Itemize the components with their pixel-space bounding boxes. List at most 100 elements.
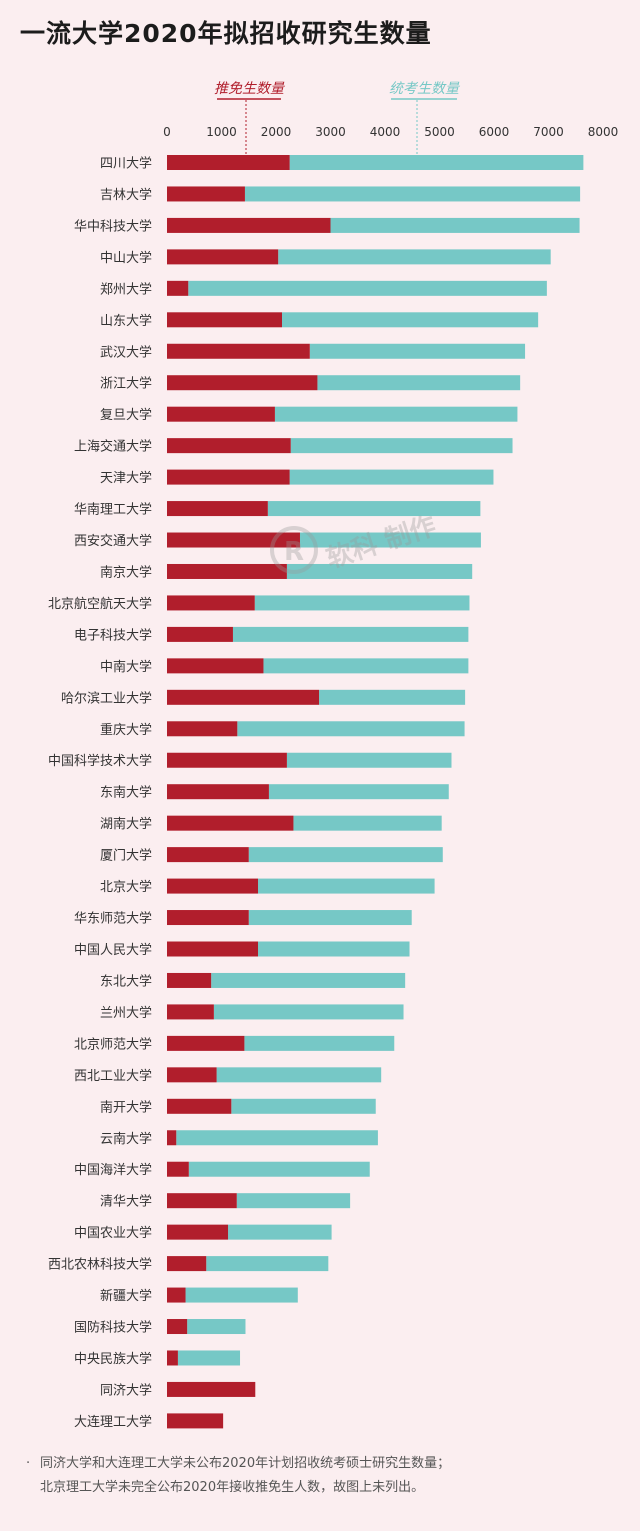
x-tick-label: 2000 (261, 125, 292, 139)
bar-tuimian (167, 155, 290, 170)
category-label: 中山大学 (100, 250, 152, 266)
bar-tongkao (188, 1161, 370, 1177)
x-tick-label: 8000 (588, 125, 619, 139)
category-label: 中国科学技术大学 (48, 753, 152, 769)
category-label: 西北农林科技大学 (48, 1257, 152, 1273)
bar-tongkao (231, 1098, 376, 1114)
bar-tongkao (244, 1035, 395, 1051)
bar-tongkao (248, 847, 443, 863)
bar-tuimian (167, 1004, 214, 1020)
bar-tongkao (244, 186, 581, 202)
category-label: 东南大学 (100, 785, 152, 801)
bar-tongkao (206, 1256, 329, 1272)
x-tick-label: 7000 (533, 125, 564, 139)
bar-tuimian (167, 186, 245, 202)
bar-tongkao (213, 1004, 404, 1020)
category-label: 华中科技大学 (74, 218, 152, 234)
bar-tongkao (293, 815, 442, 831)
footnote-line-1: 同济大学和大连理工大学未公布2020年计划招收统考硕士研究生数量； (40, 1456, 451, 1471)
bar-tuimian (167, 941, 259, 957)
category-label: 华南理工大学 (74, 502, 152, 518)
bar-tongkao (286, 563, 473, 579)
bar-tuimian (167, 721, 238, 737)
bar-tongkao (228, 1224, 332, 1240)
bar-tuimian (167, 406, 275, 422)
category-label: 云南大学 (100, 1131, 152, 1147)
category-label: 国防科技大学 (74, 1320, 152, 1336)
bars (167, 155, 584, 1429)
category-label: 电子科技大学 (74, 627, 152, 643)
category-label: 吉林大学 (100, 187, 152, 203)
bar-tongkao (254, 595, 470, 611)
category-label: 南京大学 (100, 564, 152, 580)
category-labels: 四川大学吉林大学华中科技大学中山大学郑州大学山东大学武汉大学浙江大学复旦大学上海… (48, 156, 152, 1430)
bar-tuimian (167, 312, 282, 328)
x-tick-label: 4000 (370, 125, 401, 139)
category-label: 新疆大学 (100, 1288, 152, 1304)
category-label: 中南大学 (100, 659, 152, 675)
bar-tuimian (167, 438, 291, 454)
bar-tongkao (258, 878, 435, 894)
footnote-line-2: 北京理工大学未完全公布2020年接收推免生人数，故图上未列出。 (40, 1480, 425, 1495)
bar-tuimian (167, 217, 331, 233)
bar-tongkao (290, 438, 513, 454)
bar-tongkao (286, 752, 452, 768)
bar-tuimian (167, 1256, 207, 1272)
category-label: 清华大学 (100, 1194, 152, 1210)
category-label: 西北工业大学 (74, 1068, 152, 1084)
stacked-bar-chart: 推免生数量 统考生数量 0 1000 2000 3000 4000 5000 6000 700… (48, 81, 618, 1430)
bar-tongkao (317, 375, 521, 391)
category-label: 四川大学 (100, 156, 152, 172)
x-tick-label: 1000 (206, 125, 237, 139)
category-label: 哈尔滨工业大学 (61, 690, 152, 706)
x-tick-label: 5000 (424, 125, 455, 139)
footnote: · 同济大学和大连理工大学未公布2020年计划招收统考硕士研究生数量； 北京理工… (26, 1452, 450, 1500)
bar-tongkao (232, 626, 469, 642)
category-label: 中央民族大学 (74, 1351, 152, 1367)
bar-tuimian (167, 1287, 186, 1303)
bar-tuimian (167, 563, 287, 579)
category-label: 华东师范大学 (74, 911, 152, 927)
page-title: 一流大学2020年拟招收研究生数量 (20, 19, 432, 48)
bar-tuimian (167, 972, 212, 988)
bar-tongkao (216, 1067, 382, 1083)
bar-tuimian (167, 1067, 217, 1083)
bar-tuimian (167, 595, 255, 611)
category-label: 湖南大学 (100, 816, 152, 832)
bar-tuimian (167, 1413, 224, 1429)
bar-tongkao (267, 501, 481, 517)
bar-tuimian (167, 626, 233, 642)
bar-tongkao (274, 406, 518, 422)
x-axis-ticks: 0 1000 2000 3000 4000 5000 6000 7000 8000 (163, 125, 618, 139)
bar-tuimian (167, 1098, 232, 1114)
legend-label-tongkao: 统考生数量 (389, 81, 461, 97)
bar-tongkao (236, 1193, 351, 1209)
bar-tuimian (167, 280, 189, 296)
bar-tuimian (167, 1193, 237, 1209)
bar-tongkao (278, 249, 551, 265)
category-label: 复旦大学 (100, 407, 152, 423)
bar-tuimian (167, 910, 249, 926)
bar-tongkao (237, 721, 465, 737)
bar-tuimian (167, 847, 249, 863)
category-label: 武汉大学 (100, 344, 152, 360)
category-label: 大连理工大学 (74, 1414, 152, 1430)
category-label: 同济大学 (100, 1382, 152, 1398)
bar-tuimian (167, 689, 320, 705)
category-label: 兰州大学 (100, 1005, 152, 1021)
category-label: 北京航空航天大学 (48, 596, 152, 612)
bar-tuimian (167, 1350, 178, 1366)
bar-tuimian (167, 658, 264, 674)
bar-tongkao (268, 784, 449, 800)
bar-tongkao (211, 972, 406, 988)
bar-tuimian (167, 784, 269, 800)
bar-tongkao (187, 1319, 246, 1335)
bar-tuimian (167, 1224, 229, 1240)
category-label: 中国人民大学 (74, 942, 152, 958)
bar-tuimian (167, 532, 300, 548)
category-label: 山东大学 (100, 313, 152, 329)
category-label: 天津大学 (100, 470, 152, 486)
category-label: 郑州大学 (100, 281, 152, 297)
bar-tuimian (167, 469, 290, 485)
bar-tuimian (167, 1130, 177, 1146)
